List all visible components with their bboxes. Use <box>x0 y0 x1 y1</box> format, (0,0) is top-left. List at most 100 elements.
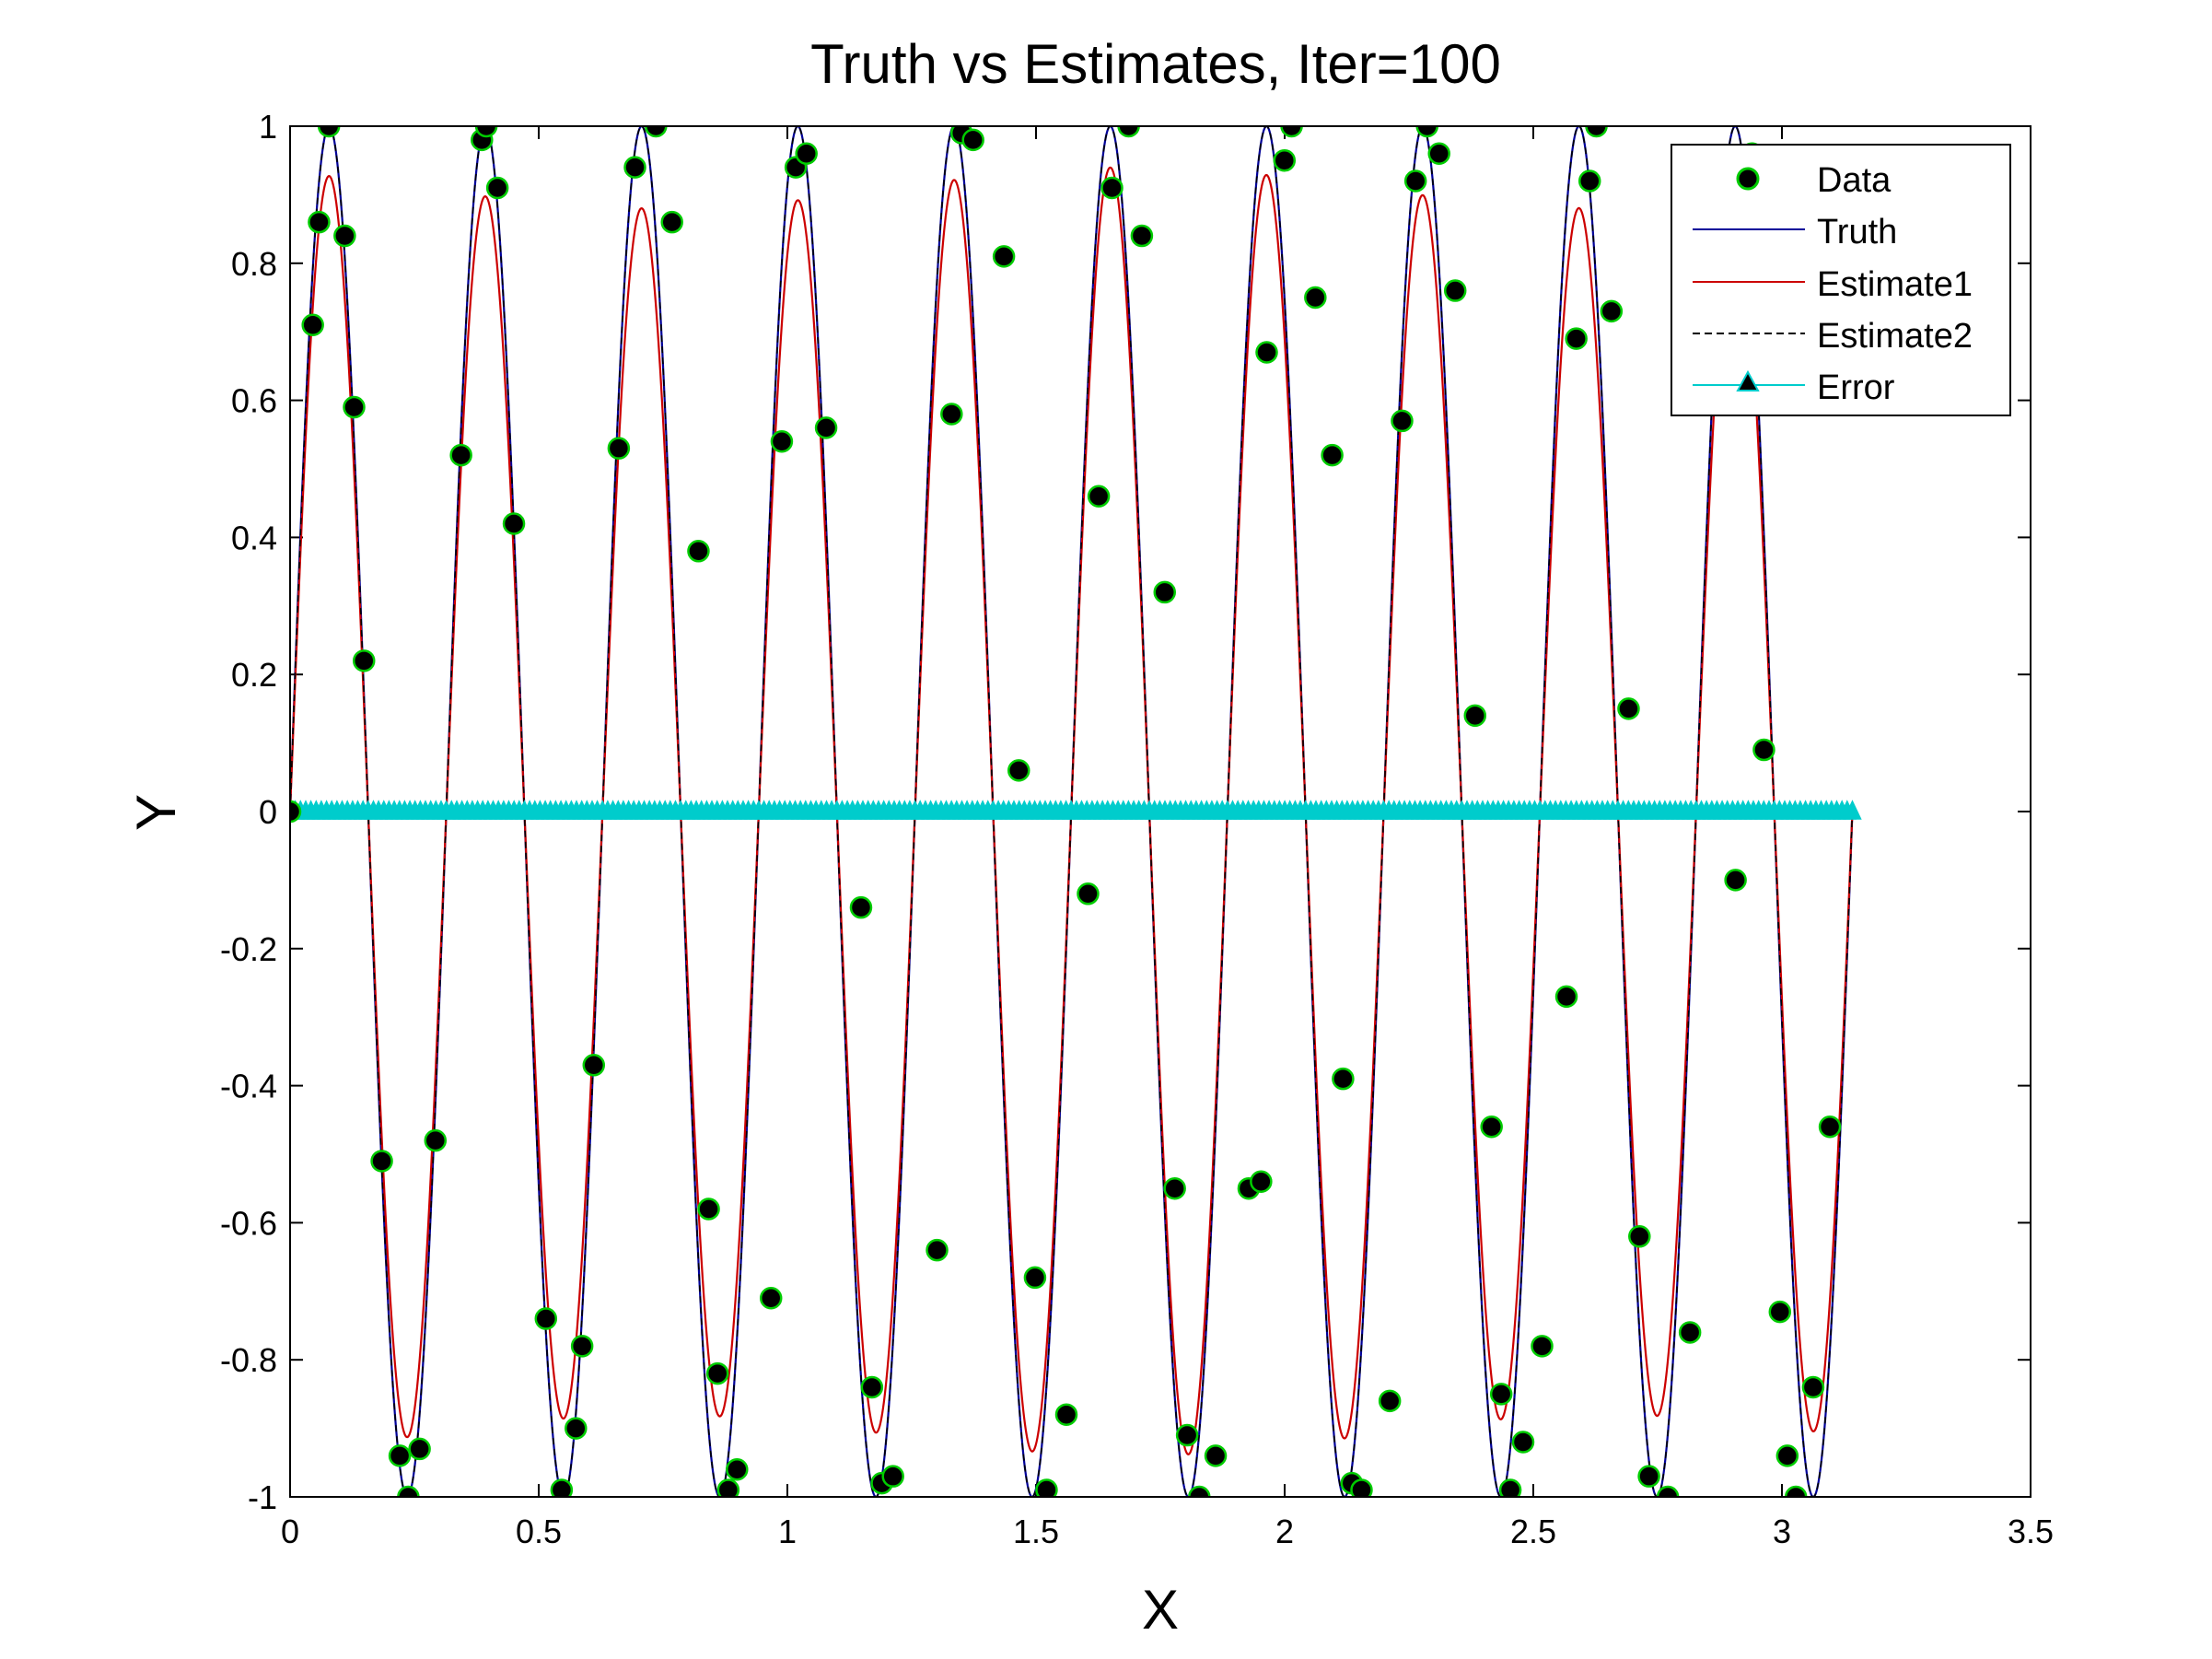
data-point <box>1498 1478 1522 1497</box>
data-point <box>449 443 472 467</box>
data-point <box>1565 327 1588 350</box>
data-point <box>1007 759 1030 782</box>
data-point <box>705 1361 729 1385</box>
legend: Data Truth Estimate1 Estimate2 Error <box>1671 144 2011 416</box>
data-point <box>565 1417 588 1440</box>
x-tick-label: 2.5 <box>1510 1513 1556 1550</box>
data-point <box>1489 1383 1513 1406</box>
data-point <box>1175 1423 1199 1447</box>
legend-label-estimate2: Estimate2 <box>1817 317 1973 356</box>
data-point <box>370 1150 393 1173</box>
data-points-layer <box>290 126 1842 1497</box>
data-point <box>1463 704 1487 728</box>
data-point <box>660 210 683 234</box>
data-point <box>290 800 302 824</box>
data-point <box>1204 1444 1228 1467</box>
data-point <box>333 224 356 248</box>
data-point <box>570 1335 594 1358</box>
y-tick-label: 1 <box>259 108 277 146</box>
data-point <box>1818 1115 1842 1139</box>
data-point <box>1617 697 1640 720</box>
data-point <box>716 1478 740 1497</box>
x-tick-label: 3.5 <box>2008 1513 2054 1550</box>
data-point <box>814 416 838 439</box>
data-point <box>1554 985 1578 1009</box>
data-point <box>1628 1225 1651 1248</box>
data-point <box>1273 148 1297 172</box>
error-series-layer <box>290 800 1862 820</box>
data-point <box>1511 1431 1535 1454</box>
data-point <box>1415 126 1438 138</box>
legend-label-data: Data <box>1817 161 1892 200</box>
x-tick-label: 3 <box>1773 1513 1791 1550</box>
data-point <box>1724 869 1747 892</box>
data-point <box>550 1478 574 1497</box>
data-point <box>388 1444 412 1467</box>
data-point <box>317 126 341 138</box>
legend-label-estimate1: Estimate1 <box>1817 265 1973 304</box>
data-point <box>1585 126 1608 138</box>
data-point <box>1130 224 1154 248</box>
data-point <box>1403 169 1427 193</box>
y-tick-label: -0.6 <box>220 1204 277 1242</box>
data-point <box>1304 286 1327 310</box>
data-point <box>687 540 710 563</box>
data-point <box>352 649 376 672</box>
y-tick-label: 0.4 <box>231 519 277 556</box>
data-point <box>1163 1176 1186 1200</box>
legend-data-marker <box>1736 167 1760 191</box>
data-point <box>1531 1335 1554 1358</box>
legend-entry-data: Data <box>1736 161 1892 200</box>
data-point <box>795 142 818 166</box>
data-point <box>1378 1389 1402 1413</box>
legend-entry-truth: Truth <box>1693 213 1897 251</box>
error-marker <box>1843 800 1862 820</box>
data-point <box>1023 1266 1047 1290</box>
data-point <box>1578 169 1601 193</box>
data-point <box>607 437 631 460</box>
data-point <box>940 403 963 426</box>
data-point <box>1077 882 1100 905</box>
data-point <box>1321 443 1344 467</box>
x-tick-label: 2 <box>1275 1513 1294 1550</box>
data-point <box>1391 409 1414 433</box>
data-point <box>1775 1444 1799 1467</box>
x-tick-label: 0.5 <box>516 1513 562 1550</box>
data-point <box>992 245 1016 268</box>
legend-label-error: Error <box>1817 368 1895 407</box>
legend-error-marker <box>1736 369 1760 391</box>
y-axis: -1 -0.8 -0.6 -0.4 -0.2 0 0.2 0.4 0.6 0.8 1 <box>220 108 2031 1516</box>
data-point <box>770 429 794 453</box>
data-point <box>1752 738 1775 762</box>
data-point <box>860 1375 884 1399</box>
legend-entry-error: Error <box>1693 368 1895 407</box>
data-point <box>502 512 526 535</box>
data-point <box>1332 1067 1355 1091</box>
plot-clip <box>290 126 1862 1497</box>
data-point <box>961 128 984 152</box>
y-tick-label: 0.6 <box>231 382 277 420</box>
data-point <box>1427 142 1450 166</box>
legend-label-truth: Truth <box>1817 213 1897 251</box>
data-point <box>1600 299 1624 323</box>
data-point <box>308 210 331 234</box>
data-point <box>623 156 646 179</box>
chart-title: Truth vs Estimates, Iter=100 <box>810 33 1501 95</box>
data-point <box>1784 1485 1808 1497</box>
data-point <box>926 1238 949 1262</box>
data-point <box>1656 1485 1680 1497</box>
data-point <box>1801 1375 1825 1399</box>
y-tick-label: -0.4 <box>220 1068 277 1105</box>
x-tick-label: 0 <box>281 1513 299 1550</box>
y-axis-label: Y <box>125 794 187 831</box>
data-point <box>645 126 668 138</box>
data-point <box>1678 1321 1702 1344</box>
data-point <box>1350 1478 1373 1497</box>
data-point <box>301 313 324 337</box>
data-point <box>343 395 366 419</box>
data-point <box>397 1485 420 1497</box>
data-point <box>1035 1478 1058 1497</box>
data-point <box>1054 1403 1078 1426</box>
data-point <box>485 176 509 200</box>
